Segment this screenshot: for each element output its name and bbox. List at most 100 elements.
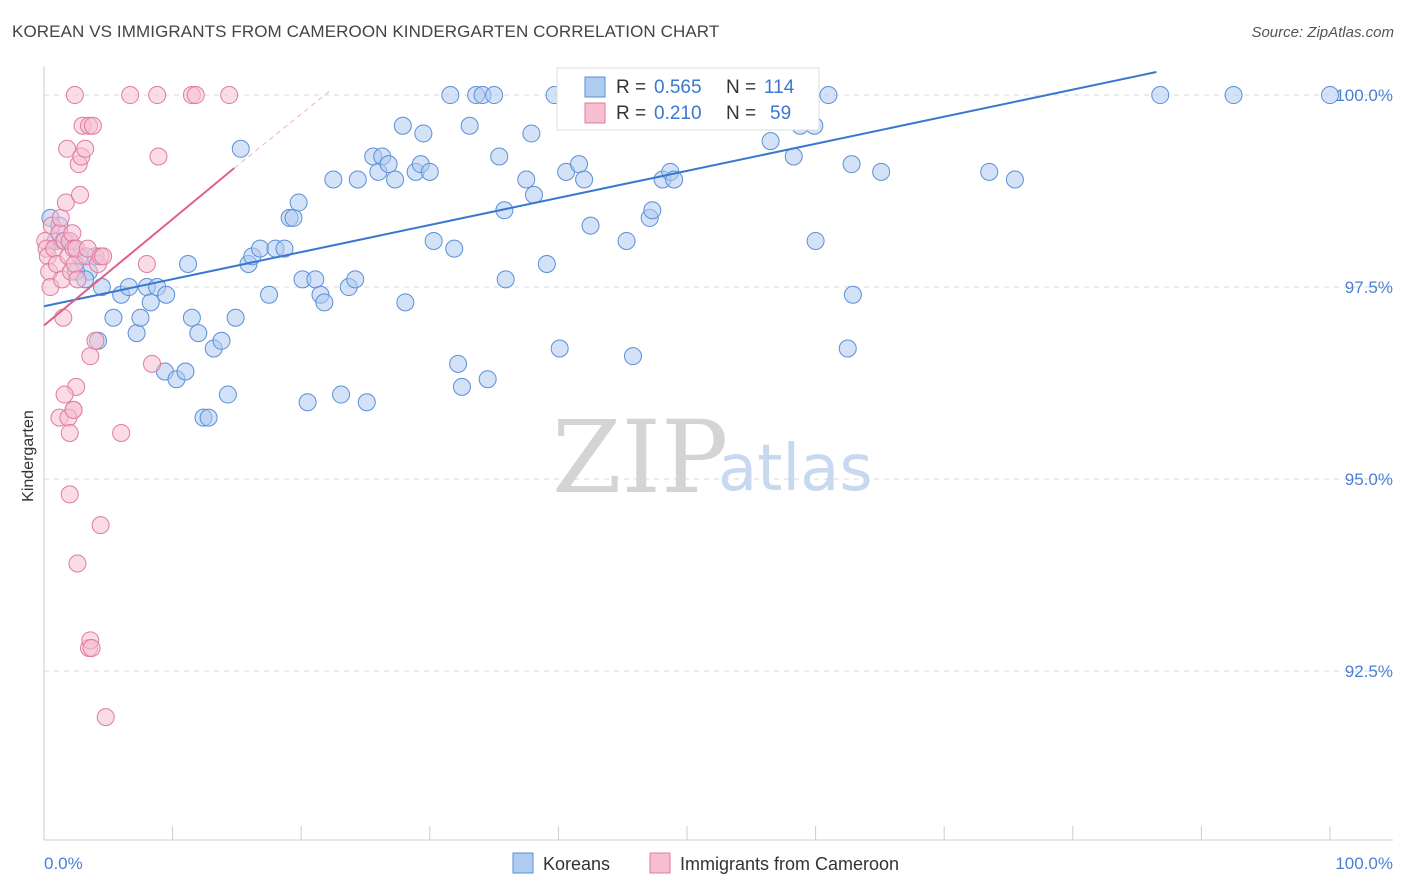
series-cameroon: [36, 86, 239, 727]
y-tick-label: 95.0%: [1345, 470, 1393, 489]
cameroon-point: [137, 255, 156, 273]
korean-point: [306, 270, 325, 289]
korean-point: [550, 339, 569, 358]
korean-point: [346, 270, 365, 289]
korean-point: [843, 285, 862, 304]
cameroon-point: [54, 308, 73, 327]
cameroon-point: [63, 224, 82, 243]
korean-point: [441, 86, 460, 105]
korean-point: [393, 116, 412, 135]
legend-swatch-koreans: [584, 76, 606, 98]
korean-point: [1224, 86, 1243, 105]
cameroon-point: [81, 347, 100, 366]
grid-lines: [44, 94, 1393, 672]
legend-cameroon-swatch: [649, 852, 671, 874]
x-tick-label-max: 100.0%: [1335, 854, 1393, 873]
korean-point: [260, 285, 279, 304]
cameroon-point: [148, 86, 167, 105]
korean-point: [218, 385, 237, 404]
legend-koreans-swatch: [512, 852, 534, 874]
source-credit: Source: ZipAtlas.com: [1251, 24, 1394, 41]
korean-point: [226, 308, 245, 327]
korean-point: [284, 208, 303, 227]
cameroon-point: [220, 86, 239, 105]
korean-point: [315, 293, 334, 312]
cameroon-point: [56, 193, 75, 212]
legend-r-label-1: R =: [616, 77, 646, 98]
trend-lines: [43, 71, 1157, 327]
cameroon-point: [76, 139, 95, 158]
korean-point: [424, 231, 443, 250]
watermark: ZIP atlas: [552, 399, 873, 516]
cameroon-point: [186, 86, 205, 105]
cameroon-point: [121, 86, 140, 105]
legend-r-label-2: R =: [616, 103, 646, 124]
y-tick-label: 100.0%: [1335, 86, 1393, 105]
korean-point: [104, 308, 123, 327]
cameroon-point: [60, 423, 79, 442]
watermark-zip: ZIP: [552, 399, 728, 516]
cameroon-point: [58, 139, 77, 158]
korean-point: [496, 270, 515, 289]
korean-point: [449, 354, 468, 373]
korean-point: [537, 255, 556, 273]
korean-point: [643, 201, 662, 220]
x-tick-label-min: 0.0%: [44, 854, 83, 873]
korean-point: [478, 370, 497, 389]
korean-point: [819, 86, 838, 105]
korean-point: [485, 86, 504, 105]
korean-point: [517, 170, 536, 189]
korean-point: [348, 170, 367, 189]
cameroon-point: [143, 354, 162, 373]
legend-r-value-1: 0.565: [654, 77, 702, 98]
cameroon-trend-line: [43, 167, 235, 327]
korean-point: [569, 155, 588, 174]
cameroon-point: [83, 116, 102, 135]
korean-point: [838, 339, 857, 358]
korean-point: [617, 231, 636, 250]
cameroon-point: [71, 185, 90, 204]
korean-point: [131, 308, 150, 327]
korean-point: [231, 139, 250, 158]
cameroon-point: [68, 554, 87, 573]
legend-koreans-label: Koreans: [543, 854, 610, 874]
korean-point: [872, 162, 891, 181]
korean-point: [1005, 170, 1024, 189]
korean-point: [575, 170, 594, 189]
legend-n-value-2: 59: [770, 103, 791, 124]
cameroon-point: [65, 86, 84, 105]
series-legend: Koreans Immigrants from Cameroon: [512, 852, 899, 874]
korean-point: [445, 239, 464, 258]
korean-point: [275, 239, 294, 258]
cameroon-point: [149, 147, 168, 166]
legend-r-value-2: 0.210: [654, 103, 702, 124]
cameroon-trend-extension: [234, 90, 330, 169]
korean-point: [141, 293, 160, 312]
axes: [43, 66, 1393, 841]
cameroon-point: [91, 516, 110, 535]
cameroon-point: [60, 485, 79, 504]
korean-point: [357, 393, 376, 412]
chart-title: KOREAN VS IMMIGRANTS FROM CAMEROON KINDE…: [12, 22, 720, 41]
korean-point: [289, 193, 308, 212]
korean-point: [1151, 86, 1170, 105]
legend-n-label-2: N =: [726, 103, 756, 124]
cameroon-point: [55, 385, 74, 404]
cameroon-point: [82, 639, 101, 657]
cameroon-point: [94, 247, 113, 266]
korean-point: [396, 293, 415, 312]
korean-point: [127, 324, 146, 343]
korean-point: [414, 124, 433, 143]
cameroon-point: [68, 270, 87, 289]
korean-point: [842, 155, 861, 174]
korean-point: [379, 155, 398, 174]
korean-point: [199, 408, 218, 427]
korean-point: [386, 170, 405, 189]
cameroon-point: [96, 708, 115, 727]
y-tick-label: 92.5%: [1345, 662, 1393, 681]
korean-point: [581, 216, 600, 235]
korean-point: [522, 124, 541, 143]
korean-point: [324, 170, 343, 189]
legend-cameroon-label: Immigrants from Cameroon: [680, 854, 899, 874]
